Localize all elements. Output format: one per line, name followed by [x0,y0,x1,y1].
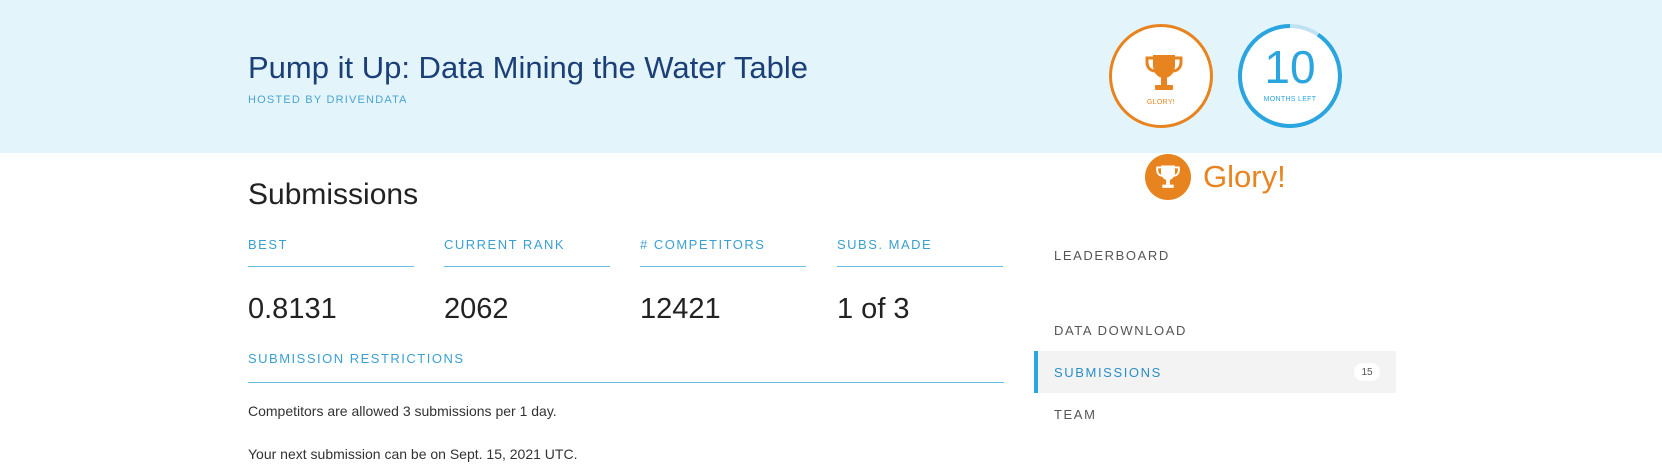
stat-subs-made: SUBS. MADE 1 of 3 [837,237,1003,326]
time-progress-ring [1238,24,1342,128]
submissions-count-badge: 15 [1354,363,1380,381]
competition-header: Pump it Up: Data Mining the Water Table … [0,0,1662,153]
page-title: Submissions [248,178,419,211]
nav-item-leaderboard[interactable]: LEADERBOARD [1034,234,1396,276]
stat-label: BEST [248,237,414,267]
submission-restrictions-heading: SUBMISSION RESTRICTIONS [248,351,1004,383]
stat-label: # COMPETITORS [640,237,806,267]
stat-value: 1 of 3 [837,293,910,325]
competition-title[interactable]: Pump it Up: Data Mining the Water Table [248,50,808,85]
nav-item-label: LEADERBOARD [1054,247,1170,263]
stat-value: 12421 [640,293,721,325]
time-remaining-badge: 10 MONTHS LEFT [1238,24,1342,128]
stat-best: BEST 0.8131 [248,237,414,326]
nav-item-label: SUBMISSIONS [1054,364,1162,380]
hosted-by-prefix: HOSTED BY [248,94,323,106]
stat-label: CURRENT RANK [444,237,610,267]
stat-value: 2062 [444,293,509,325]
hosted-by: HOSTED BY DRIVENDATA [248,94,408,106]
trophy-icon [1145,154,1191,200]
months-left-number: 10 [1264,41,1316,93]
nav-item-team[interactable]: TEAM [1034,393,1396,435]
stat-label: SUBS. MADE [837,237,1003,267]
nav-item-submissions[interactable]: SUBMISSIONS 15 [1034,351,1396,393]
prize-label-text: Glory! [1203,159,1286,194]
prize-label: Glory! [1145,154,1286,200]
nav-item-label: TEAM [1054,406,1097,422]
next-submission-text: Your next submission can be on Sept. 15,… [248,446,578,462]
prize-badge-caption: GLORY! [1146,99,1176,106]
stat-value: 0.8131 [248,293,337,325]
stat-current-rank: CURRENT RANK 2062 [444,237,610,326]
stat-competitors: # COMPETITORS 12421 [640,237,806,326]
prize-badge: GLORY! [1109,24,1213,128]
trophy-icon [1145,55,1183,90]
months-left-caption: MONTHS LEFT [1263,96,1317,103]
restriction-text: Competitors are allowed 3 submissions pe… [248,403,557,419]
host-name[interactable]: DRIVENDATA [326,94,408,106]
nav-item-data-download[interactable]: DATA DOWNLOAD [1034,309,1396,351]
nav-item-label: DATA DOWNLOAD [1054,322,1187,338]
